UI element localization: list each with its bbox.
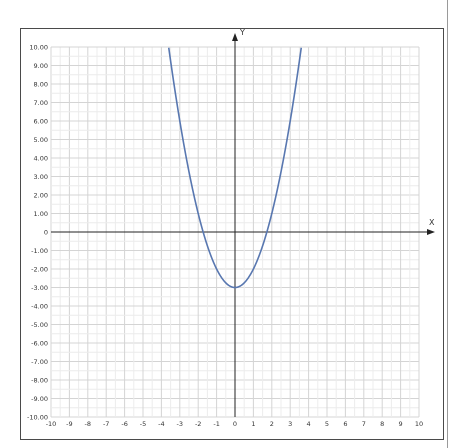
y-tick-label: 9.00 xyxy=(34,62,48,70)
y-tick-label: -10.00 xyxy=(27,413,48,421)
x-tick-label: 8 xyxy=(380,420,384,428)
chart-frame: -10 -9 -8 -7 -6 -5 -4 -3 -2 -1 0 1 2 3 4 5 6 7 8 9 10 10.00 9.… xyxy=(20,28,444,440)
y-tick-label: -2.00 xyxy=(31,265,48,273)
y-tick-label: 1.00 xyxy=(34,210,48,218)
y-tick-label: 6.00 xyxy=(34,117,48,125)
x-tick-label: -8 xyxy=(85,420,91,428)
x-tick-label: -5 xyxy=(140,420,146,428)
x-tick-label: 5 xyxy=(325,420,329,428)
y-tick-label: -8.00 xyxy=(31,376,48,384)
x-tick-label: -7 xyxy=(103,420,109,428)
x-tick-label: 4 xyxy=(307,420,311,428)
y-tick-label: 0 xyxy=(44,228,48,236)
x-tick-label: -6 xyxy=(121,420,127,428)
y-tick-label: -6.00 xyxy=(31,339,48,347)
x-tick-label: 10 xyxy=(415,420,423,428)
x-tick-label: 2 xyxy=(270,420,274,428)
y-tick-label: 7.00 xyxy=(34,99,48,107)
y-tick-label: -3.00 xyxy=(31,284,48,292)
x-tick-label: 1 xyxy=(251,420,255,428)
x-tick-label: -10 xyxy=(46,420,57,428)
y-tick-label: 2.00 xyxy=(34,191,48,199)
y-tick-label: -7.00 xyxy=(31,358,48,366)
y-axis-arrow xyxy=(232,33,238,41)
x-tick-label: 0 xyxy=(233,420,237,428)
x-tick-label: 9 xyxy=(399,420,403,428)
y-tick-label: -4.00 xyxy=(31,302,48,310)
y-tick-label: 5.00 xyxy=(34,136,48,144)
x-axis-arrow xyxy=(427,229,435,235)
y-tick-label: -5.00 xyxy=(31,321,48,329)
x-tick-label: -4 xyxy=(158,420,164,428)
x-tick-label: 6 xyxy=(343,420,347,428)
series-line-parabola xyxy=(167,47,303,289)
x-tick-label: -2 xyxy=(195,420,201,428)
y-tick-label: 4.00 xyxy=(34,154,48,162)
y-tick-label: 10.00 xyxy=(29,43,48,51)
chart-plot: -10 -9 -8 -7 -6 -5 -4 -3 -2 -1 0 1 2 3 4 5 6 7 8 9 1010.009.… xyxy=(27,29,435,428)
x-tick-label: -1 xyxy=(213,420,219,428)
y-tick-label: 3.00 xyxy=(34,173,48,181)
x-tick-label: -9 xyxy=(66,420,72,428)
x-tick-label: -3 xyxy=(177,420,183,428)
x-tick-label: 7 xyxy=(362,420,366,428)
y-axis-label: Y xyxy=(239,29,245,37)
y-tick-label: 8.00 xyxy=(34,80,48,88)
page-edge-divider xyxy=(447,0,448,448)
y-tick-label: -1.00 xyxy=(31,247,48,255)
x-axis-label: X xyxy=(429,218,435,227)
y-tick-label: -9.00 xyxy=(31,395,48,403)
x-tick-label: 3 xyxy=(288,420,292,428)
